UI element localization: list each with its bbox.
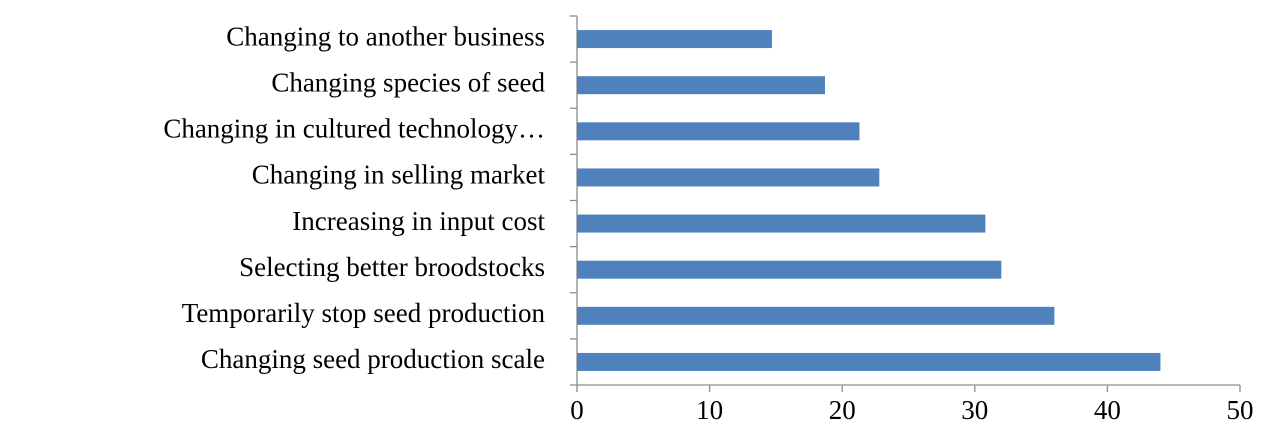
bar [577, 168, 880, 187]
bar [577, 30, 772, 49]
bar [577, 352, 1161, 371]
bar [577, 214, 986, 233]
y-tick-label: Changing seed production scale [201, 344, 545, 374]
y-tick-label: Changing in cultured technology… [163, 114, 545, 144]
y-tick-label: Changing in selling market [252, 160, 546, 190]
x-tick-label: 30 [961, 395, 988, 425]
x-tick-label: 40 [1094, 395, 1121, 425]
x-tick-label: 20 [829, 395, 856, 425]
x-tick-label: 10 [696, 395, 723, 425]
y-tick-label: Selecting better broodstocks [239, 252, 545, 282]
x-tick-label: 50 [1227, 395, 1254, 425]
bar [577, 306, 1055, 325]
y-tick-label: Changing to another business [226, 21, 545, 51]
y-tick-label: Increasing in input cost [292, 206, 545, 236]
bar [577, 76, 825, 95]
y-tick-label: Changing species of seed [271, 67, 545, 97]
bar [577, 260, 1002, 279]
bar [577, 122, 860, 141]
x-tick-label: 0 [570, 395, 584, 425]
y-tick-label: Temporarily stop seed production [182, 298, 546, 328]
